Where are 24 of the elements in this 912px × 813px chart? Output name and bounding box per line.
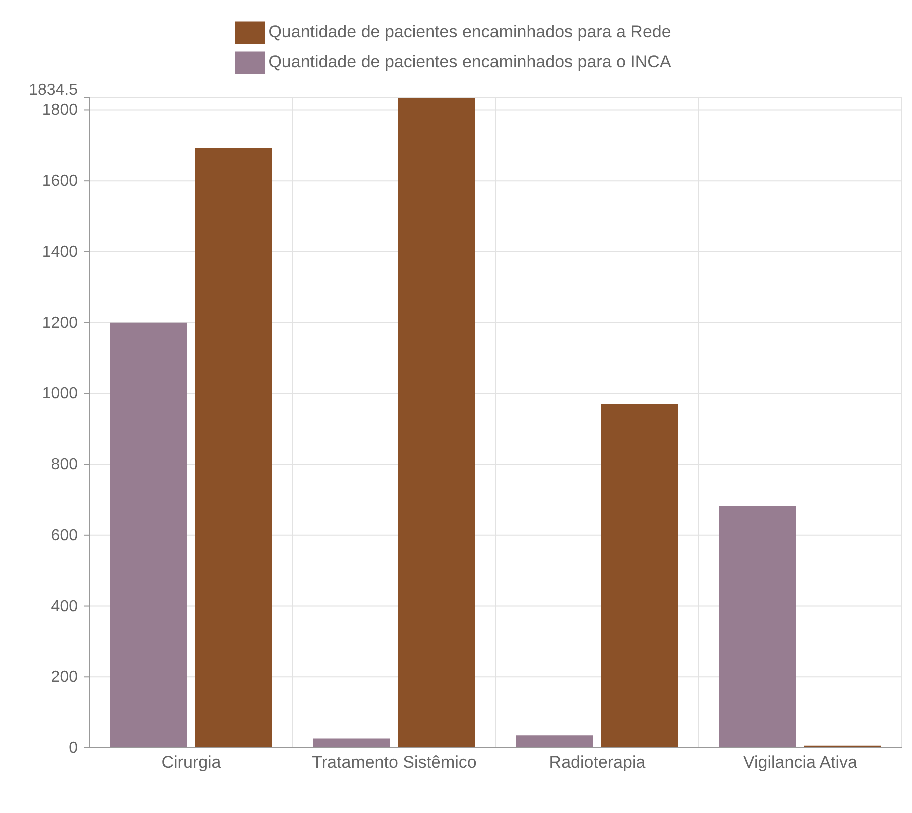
y-tick-label: 600: [51, 527, 78, 544]
legend-label: Quantidade de pacientes encaminhados para o INCA: [268, 52, 672, 72]
bar: [313, 738, 390, 748]
y-tick-label: 0: [69, 740, 78, 757]
y-tick-label: 800: [51, 456, 78, 474]
bar: [398, 98, 476, 748]
bar: [195, 148, 272, 748]
x-tick-label: Radioterapia: [549, 753, 646, 772]
bar: [110, 322, 188, 748]
y-tick-label: 1000: [42, 386, 78, 403]
x-tick-label: Cirurgia: [162, 753, 222, 772]
y-tick-label: 1400: [42, 244, 78, 261]
bar: [719, 506, 796, 748]
y-tick-label: 1200: [42, 314, 78, 332]
y-tick-label: 1834.5: [29, 82, 78, 99]
x-tick-label: Vigilancia Ativa: [743, 753, 858, 772]
y-tick-label: 1600: [42, 173, 78, 190]
bar: [516, 736, 594, 748]
legend-label: Quantidade de pacientes encaminhados para a Rede: [268, 22, 672, 42]
bar: [601, 404, 678, 748]
y-tick-label: 1800: [42, 102, 78, 120]
y-tick-label: 400: [51, 598, 78, 616]
x-tick-label: Tratamento Sistêmico: [312, 753, 477, 772]
y-tick-label: 200: [51, 669, 78, 686]
